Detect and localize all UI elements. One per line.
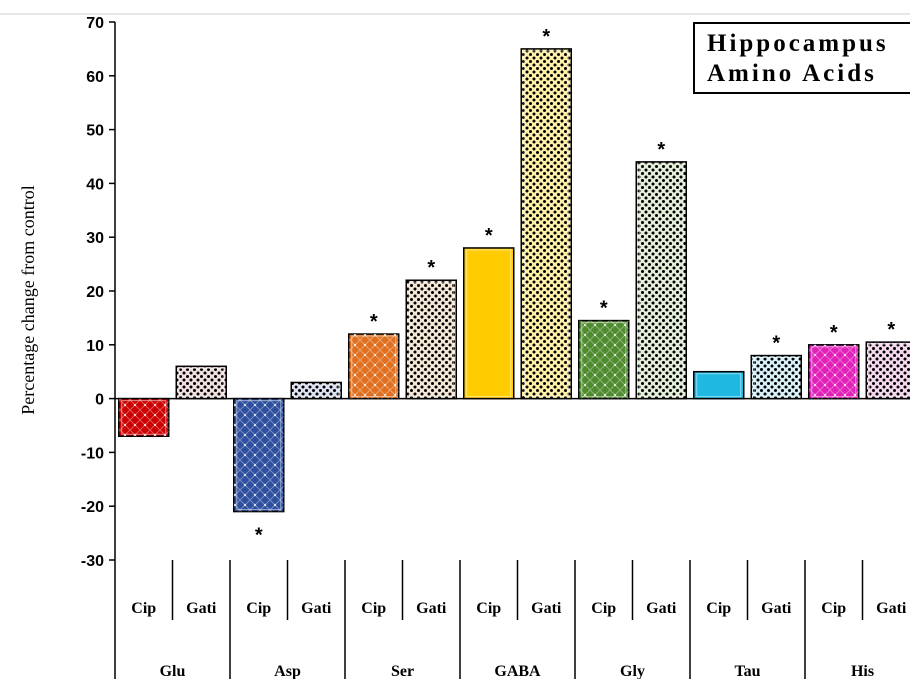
bar-pattern (176, 366, 227, 399)
x-drug-label: Cip (591, 600, 616, 617)
bar-pattern (118, 398, 169, 437)
bar (693, 370, 745, 400)
y-tick-label: -20 (81, 499, 104, 516)
bar-bevel (293, 383, 339, 398)
bar-pattern (233, 398, 284, 512)
y-tick-label: 20 (86, 284, 104, 301)
significance-marker: * (830, 322, 838, 344)
x-group-label: Gly (620, 663, 645, 679)
bar-pattern (751, 355, 802, 399)
y-tick-label: 10 (86, 338, 104, 355)
x-group-label: Ser (391, 663, 414, 679)
x-drug-label: Cip (821, 600, 846, 617)
y-axis-label: Percentage change from control (18, 185, 38, 414)
bar-bevel (581, 322, 627, 398)
significance-marker: * (600, 298, 608, 320)
bar-bevel (638, 163, 684, 398)
x-drug-label: Gati (876, 600, 907, 617)
x-group-label: Glu (160, 663, 186, 679)
bar-pattern (406, 280, 457, 399)
significance-marker: * (255, 525, 263, 547)
x-axis: Cip Gati Cip Gati Cip Gati Cip Gati Cip Gati Cip Ga… (114, 560, 907, 679)
bar-bevel (236, 400, 282, 511)
y-tick-label: 30 (86, 230, 104, 247)
y-tick-label: 70 (86, 15, 104, 32)
x-drug-label: Cip (476, 600, 501, 617)
bar-pattern (348, 334, 399, 399)
x-drug-label: Cip (361, 600, 386, 617)
bar-bevel (351, 335, 397, 398)
bar (463, 247, 515, 400)
significance-marker: * (370, 311, 378, 333)
y-tick-label: 50 (86, 123, 104, 140)
y-tick-label: -10 (81, 445, 104, 462)
bar-bevel (811, 346, 857, 398)
x-group-label: Asp (274, 663, 301, 679)
x-drug-label: Cip (706, 600, 731, 617)
significance-marker: * (657, 139, 665, 161)
significance-marker: * (772, 333, 780, 355)
bars: * * * * * * * * * * (118, 26, 910, 547)
significance-marker: * (887, 319, 895, 341)
chart-title-line-2: Amino Acids (707, 60, 877, 87)
x-drug-label: Gati (646, 600, 677, 617)
x-drug-label: Cip (246, 600, 271, 617)
bar-bevel (868, 343, 910, 398)
y-tick-label: 0 (95, 392, 104, 409)
y-tick-label: 40 (86, 176, 104, 193)
bar-bevel (121, 400, 167, 435)
bar-bevel (466, 249, 512, 398)
bar-pattern (578, 320, 629, 399)
bar-pattern (808, 344, 859, 399)
bar-pattern (636, 161, 687, 399)
x-group-label: Tau (734, 663, 760, 679)
x-drug-label: Gati (416, 600, 447, 617)
x-drug-label: Gati (531, 600, 562, 617)
bar-pattern (521, 48, 572, 399)
x-group-label: GABA (494, 663, 541, 679)
bar-bevel (408, 281, 454, 398)
bar-bevel (178, 367, 224, 398)
x-group-label: His (851, 663, 874, 679)
y-tick-label: -30 (81, 553, 104, 570)
x-drug-label: Cip (131, 600, 156, 617)
significance-marker: * (427, 257, 435, 279)
bar-bevel (523, 50, 569, 398)
chart-title-line-1: Hippocampus (707, 30, 889, 57)
bar-pattern (866, 342, 910, 399)
bar-bevel (753, 357, 799, 398)
x-drug-label: Gati (186, 600, 217, 617)
y-tick-label: 60 (86, 69, 104, 86)
chart-title-box: Hippocampus Amino Acids (693, 22, 910, 94)
bar-bevel (696, 373, 742, 398)
significance-marker: * (542, 26, 550, 48)
x-drug-label: Gati (761, 600, 792, 617)
significance-marker: * (485, 225, 493, 247)
bar-pattern (291, 382, 342, 399)
x-drug-label: Gati (301, 600, 332, 617)
